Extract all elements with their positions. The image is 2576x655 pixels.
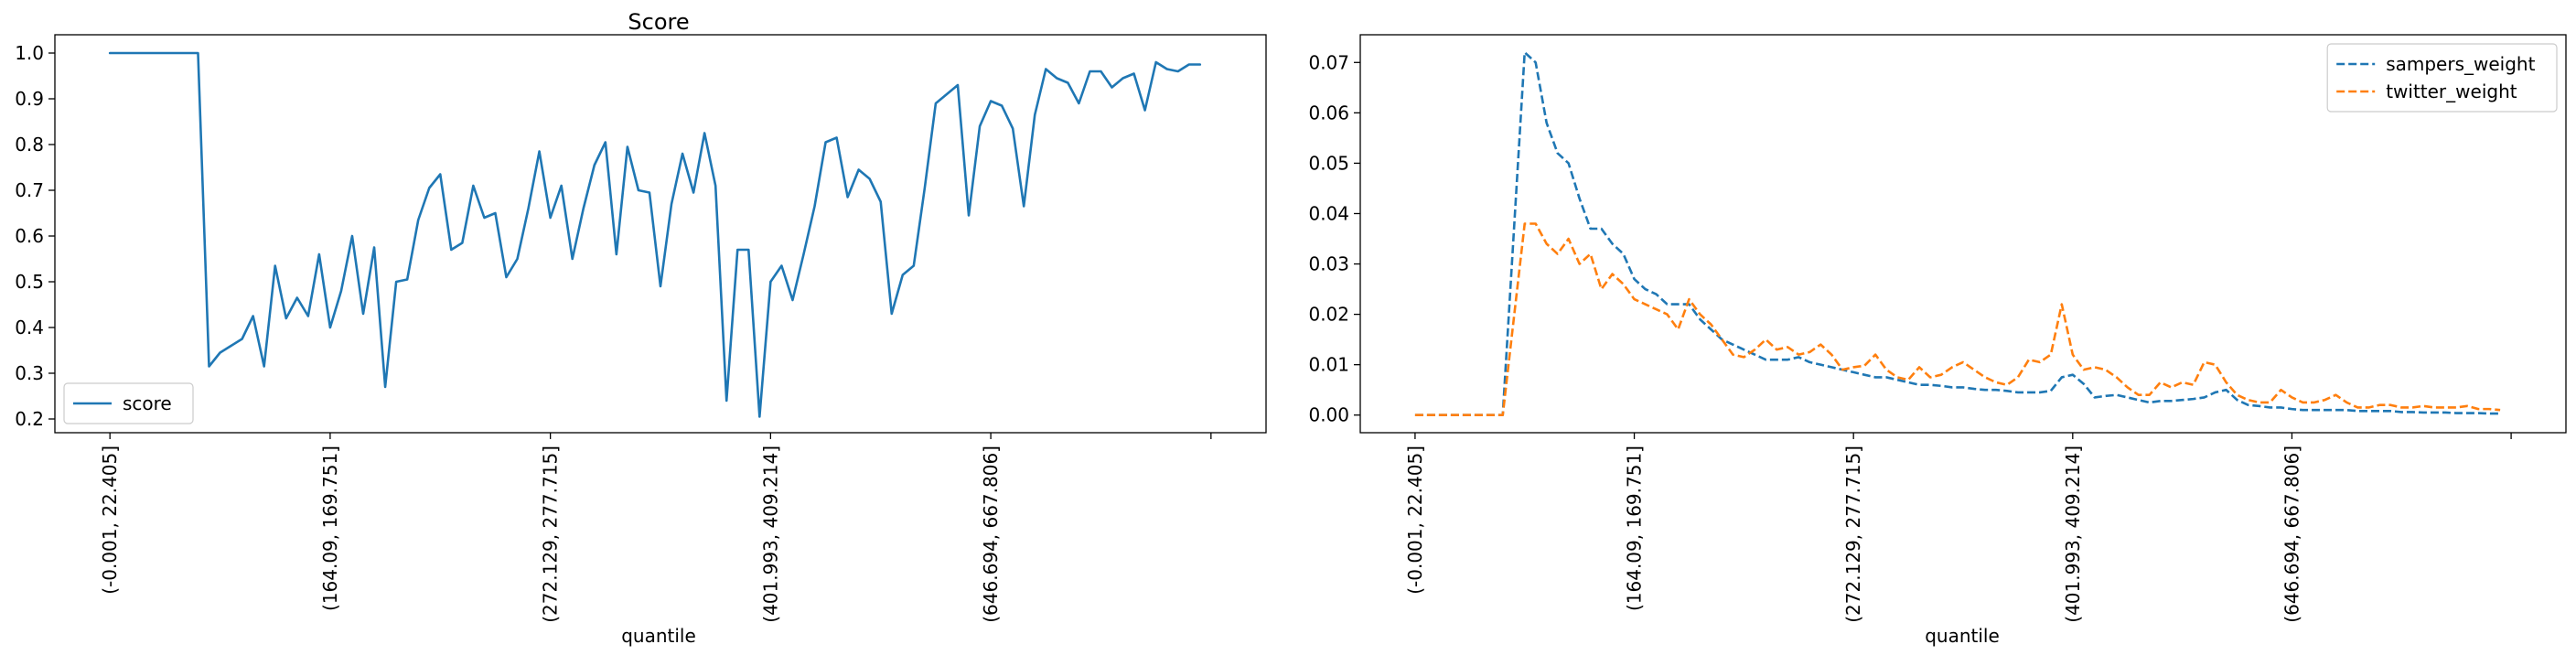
y-tick-label: 0.7	[15, 179, 44, 201]
y-tick-label: 0.07	[1308, 51, 1349, 73]
y-tick-label: 0.01	[1308, 354, 1349, 376]
series-line-score	[108, 51, 1202, 418]
legend: sampers_weight twitter_weight	[2326, 43, 2558, 113]
y-tick-label: 0.4	[15, 317, 44, 338]
y-tick-label: 0.04	[1308, 202, 1349, 224]
x-axis-label: quantile	[1925, 625, 2000, 647]
x-tick-label: (164.09, 169.751]	[1624, 446, 1646, 611]
legend: score	[63, 382, 194, 424]
weights-chart: quantile 0.000.010.020.030.040.050.060.0…	[1308, 34, 2567, 647]
y-tick-label: 0.05	[1308, 152, 1349, 174]
legend-box	[2326, 43, 2558, 113]
x-tick-label: (401.993, 409.214]	[759, 446, 781, 623]
score-chart: Score quantile 0.2 0.3 0.4 0.5 0.6 0.7 0.8 0.9 1…	[15, 9, 1267, 647]
x-tick-label: (646.694, 667.806]	[2281, 446, 2302, 623]
y-tick-label: 0.03	[1308, 253, 1349, 275]
series-line-twitter-weight	[1414, 222, 2501, 417]
y-tick-label: 0.2	[15, 408, 44, 430]
y-tick-label: 0.5	[15, 271, 44, 293]
x-tick-label: (272.129, 277.715]	[1842, 446, 1864, 623]
legend-label-sampers-weight: sampers_weight	[2386, 53, 2535, 75]
axes-frame	[54, 34, 1267, 434]
x-tick-label: (164.09, 169.751]	[319, 446, 341, 611]
x-tick-label: (401.993, 409.214]	[2062, 446, 2084, 623]
series-line-sampers-weight	[1414, 50, 2501, 417]
y-tick-label: 0.02	[1308, 304, 1349, 326]
y-tick-label: 0.6	[15, 225, 44, 247]
legend-label-twitter-weight: twitter_weight	[2386, 81, 2517, 102]
y-tick-label: 0.06	[1308, 102, 1349, 123]
y-tick-label: 1.0	[15, 42, 44, 64]
axes-frame	[1359, 34, 2567, 434]
plot-area: 0.00 0.01 0.02 0.03 0.04 0.05 0.06 0.07 (-0.001,…	[1308, 34, 2567, 623]
x-tick-label: (-0.001, 22.405]	[1404, 446, 1426, 595]
x-axis-label: quantile	[621, 625, 696, 647]
x-tick-label: (272.129, 277.715]	[540, 446, 562, 623]
y-tick-label: 0.3	[15, 362, 44, 384]
x-tick-label: (-0.001, 22.405]	[99, 446, 121, 595]
plot-area: 0.2 0.3 0.4 0.5 0.6 0.7 0.8 0.9 1.0 (-0.001, 22.4…	[15, 34, 1267, 623]
y-tick-label: 0.00	[1308, 404, 1349, 426]
chart-title: Score	[628, 9, 689, 35]
x-tick-label: (646.694, 667.806]	[980, 446, 1002, 623]
legend-box	[63, 382, 194, 424]
legend-label-score: score	[123, 392, 172, 414]
y-tick-label: 0.8	[15, 134, 44, 156]
y-tick-label: 0.9	[15, 88, 44, 110]
